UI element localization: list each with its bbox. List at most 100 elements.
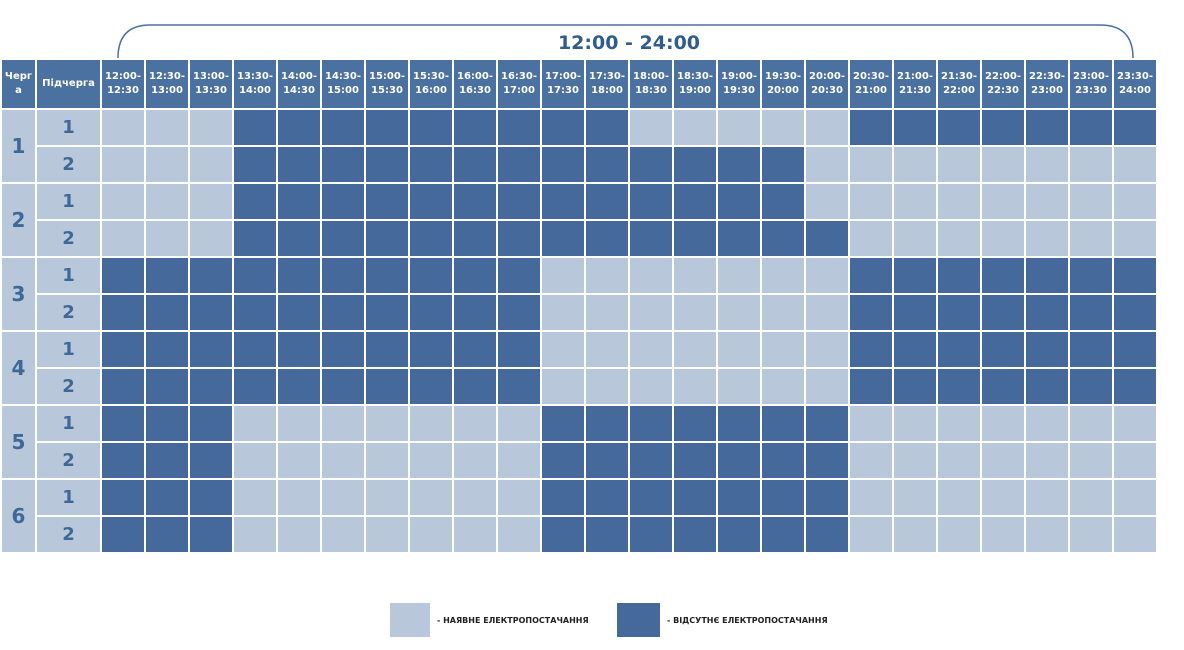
title: 12:00 - 24:00 [557,32,701,54]
queue-header: Черга [0,58,37,110]
slot-end: 22:30 [987,85,1019,96]
slot-cell [1068,108,1114,147]
slot-cell [672,145,718,184]
slot-cell [804,404,850,443]
slot-cell [100,367,146,406]
slot-cell [716,256,762,295]
slot-cell [584,256,630,295]
slot-cell [628,219,674,258]
slot-cell [716,441,762,480]
slot-cell [628,145,674,184]
slot-cell [144,478,190,517]
slot-cell [672,441,718,480]
slot-cell [364,441,410,480]
slot-cell [1068,145,1114,184]
slot-start: 18:30- [677,71,713,82]
subqueue-number: 2 [35,219,102,258]
slot-cell [144,293,190,332]
slot-cell [584,367,630,406]
row: 2 [1,219,1158,258]
slot-cell [320,515,366,554]
slot-cell [496,441,542,480]
slot-cell [100,256,146,295]
slot-cell [1024,219,1070,258]
slot-cell [320,182,366,221]
slot-cell [496,145,542,184]
slot-cell [452,293,498,332]
slot-end: 18:30 [635,85,667,96]
queue-number: 1 [0,108,37,184]
queue-number: 2 [0,182,37,258]
slot-cell [320,256,366,295]
slot-header: 18:00- 18:30 [628,58,674,110]
subqueue-number: 1 [35,182,102,221]
slot-cell [540,367,586,406]
legend-label: - ВІДСУТНЄ ЕЛЕКТРОПОСТАЧАННЯ [667,615,828,625]
slot-cell [452,108,498,147]
slot-cell [584,108,630,147]
slot-cell [628,515,674,554]
slot-cell [320,219,366,258]
slot-cell [144,515,190,554]
slot-cell [276,293,322,332]
slot-end: 20:00 [767,85,799,96]
slot-end: 24:00 [1119,85,1151,96]
slot-cell [980,256,1026,295]
slot-cell [320,108,366,147]
slot-cell [540,182,586,221]
slot-start: 12:30- [149,71,185,82]
slot-cell [144,219,190,258]
slot-cell [188,256,234,295]
slot-cell [1112,145,1158,184]
slot-cell [980,515,1026,554]
slot-cell [320,478,366,517]
slot-header: 13:30- 14:00 [232,58,278,110]
slot-header: 21:30- 22:00 [936,58,982,110]
slot-cell [540,219,586,258]
slot-cell [408,182,454,221]
slot-cell [1068,478,1114,517]
slot-cell [892,219,938,258]
slot-cell [1112,182,1158,221]
slot-end: 13:30 [195,85,227,96]
slot-start: 16:30- [501,71,537,82]
queue-number: 5 [0,404,37,480]
slot-cell [276,108,322,147]
slot-cell [540,441,586,480]
slot-cell [496,293,542,332]
slot-cell [1112,367,1158,406]
slot-cell [188,182,234,221]
slot-cell [716,404,762,443]
slot-cell [804,145,850,184]
slot-cell [672,256,718,295]
slot-cell [672,293,718,332]
slot-end: 17:30 [547,85,579,96]
slot-cell [276,367,322,406]
slot-cell [936,108,982,147]
slot-cell [408,404,454,443]
slot-start: 22:30- [1029,71,1065,82]
slot-start: 23:30- [1117,71,1153,82]
slot-start: 23:00- [1073,71,1109,82]
subqueue-number: 2 [35,293,102,332]
slot-start: 20:30- [853,71,889,82]
slot-cell [716,182,762,221]
slot-end: 16:30 [459,85,491,96]
subqueue-header: Підчерга [35,58,102,110]
slot-cell [1068,293,1114,332]
slot-cell [672,404,718,443]
slot-cell [628,256,674,295]
slot-cell [320,293,366,332]
slot-cell [980,219,1026,258]
slot-cell [892,182,938,221]
slot-cell [144,108,190,147]
slot-cell [364,367,410,406]
slot-header: 15:30- 16:00 [408,58,454,110]
subqueue-number: 1 [35,256,102,295]
slot-cell [716,515,762,554]
slot-cell [804,515,850,554]
slot-header: 23:30- 24:00 [1112,58,1158,110]
slot-cell [408,293,454,332]
